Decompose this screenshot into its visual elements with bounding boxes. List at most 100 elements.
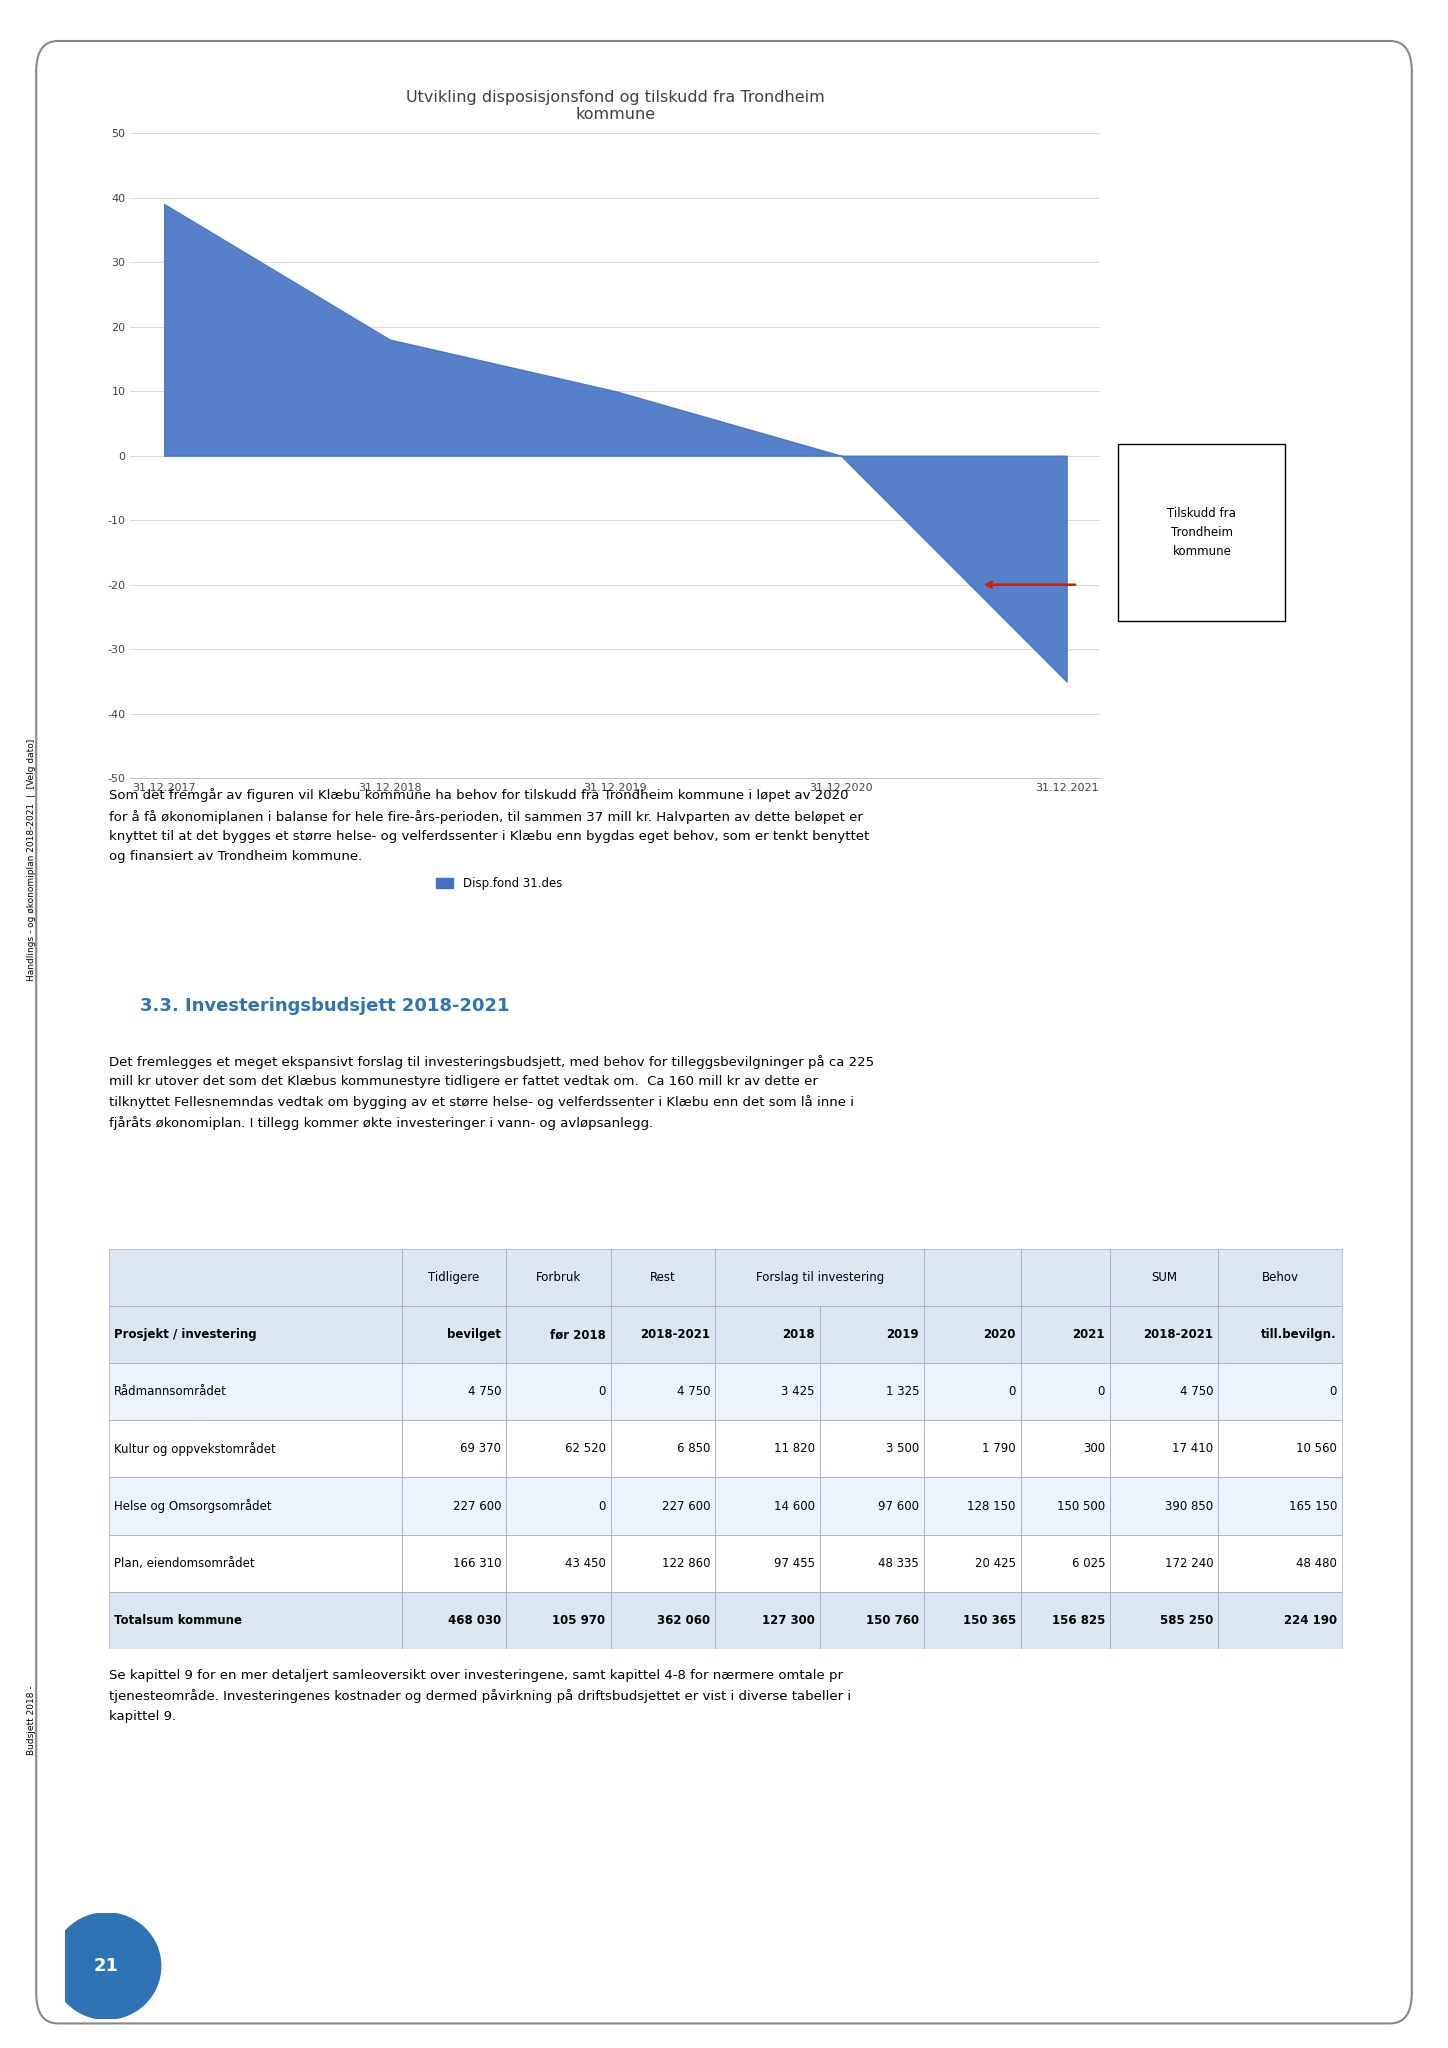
Bar [611, 1249, 715, 1307]
Bar [1218, 1534, 1342, 1591]
Text: Budsjett 2018 -: Budsjett 2018 - [28, 1686, 36, 1755]
Bar [1218, 1421, 1342, 1477]
Bar [1218, 1591, 1342, 1649]
Text: 468 030: 468 030 [447, 1614, 501, 1626]
Bar [1021, 1364, 1111, 1421]
Text: Handlings - og økonomiplan 2018-2021  |  [Velg dato]: Handlings - og økonomiplan 2018-2021 | [… [28, 739, 36, 981]
Bar [507, 1477, 611, 1534]
Bar [924, 1307, 1021, 1364]
Text: 2018: 2018 [782, 1329, 815, 1341]
Bar [1021, 1591, 1111, 1649]
Text: 11 820: 11 820 [773, 1442, 815, 1456]
Bar [401, 1591, 507, 1649]
Bar [1218, 1307, 1342, 1364]
Text: 4 750: 4 750 [1180, 1384, 1213, 1399]
Text: Det fremlegges et meget ekspansivt forslag til investeringsbudsjett, med behov f: Det fremlegges et meget ekspansivt forsl… [109, 1055, 873, 1130]
Bar [109, 1591, 401, 1649]
Text: 10 560: 10 560 [1296, 1442, 1337, 1456]
Bar [1111, 1249, 1218, 1307]
Bar [507, 1534, 611, 1591]
Bar [1021, 1307, 1111, 1364]
Bar [1111, 1249, 1218, 1307]
Bar [924, 1307, 1021, 1364]
Bar [507, 1364, 611, 1421]
Bar [611, 1364, 715, 1421]
Text: till.bevilgn.: till.bevilgn. [1261, 1329, 1337, 1341]
Text: 0: 0 [1008, 1384, 1016, 1399]
Bar [1111, 1421, 1218, 1477]
Bar [924, 1477, 1021, 1534]
Bar [401, 1477, 507, 1534]
Bar [611, 1591, 715, 1649]
Text: 48 480: 48 480 [1296, 1556, 1337, 1569]
Bar [611, 1421, 715, 1477]
Bar [715, 1534, 820, 1591]
Text: 127 300: 127 300 [762, 1614, 815, 1626]
Bar [1111, 1364, 1218, 1421]
Bar [820, 1534, 924, 1591]
Bar [1021, 1477, 1111, 1534]
Bar [1111, 1534, 1218, 1591]
Text: 0: 0 [1329, 1384, 1337, 1399]
Text: Plan, eiendomsområdet: Plan, eiendomsområdet [114, 1556, 255, 1569]
Text: 3 500: 3 500 [886, 1442, 919, 1456]
Bar [1021, 1307, 1111, 1364]
Bar [507, 1249, 611, 1307]
Text: 1 325: 1 325 [886, 1384, 919, 1399]
Bar [401, 1534, 507, 1591]
Bar [1218, 1477, 1342, 1534]
Text: 2018-2021: 2018-2021 [640, 1329, 710, 1341]
Bar [1111, 1477, 1218, 1534]
Text: 62 520: 62 520 [565, 1442, 605, 1456]
Bar [1021, 1249, 1111, 1307]
Bar [1021, 1364, 1111, 1421]
Bar [715, 1249, 924, 1307]
Bar [1021, 1421, 1111, 1477]
Bar [507, 1421, 611, 1477]
Bar [507, 1307, 611, 1364]
Text: Tilskudd fra
Trondheim
kommune: Tilskudd fra Trondheim kommune [1167, 508, 1237, 557]
Bar [1218, 1591, 1342, 1649]
Text: 6 850: 6 850 [676, 1442, 710, 1456]
Text: 300: 300 [1083, 1442, 1105, 1456]
Text: 1 790: 1 790 [982, 1442, 1016, 1456]
Text: SUM: SUM [1151, 1272, 1177, 1284]
Text: 128 150: 128 150 [967, 1499, 1016, 1513]
Text: 362 060: 362 060 [657, 1614, 710, 1626]
Bar [109, 1477, 401, 1534]
Bar [401, 1421, 507, 1477]
Bar [820, 1364, 924, 1421]
Bar [924, 1421, 1021, 1477]
Text: Prosjekt / investering: Prosjekt / investering [114, 1329, 256, 1341]
Text: 585 250: 585 250 [1160, 1614, 1213, 1626]
Text: 2020: 2020 [983, 1329, 1016, 1341]
Text: 14 600: 14 600 [773, 1499, 815, 1513]
Bar [1218, 1364, 1342, 1421]
Text: 97 600: 97 600 [877, 1499, 919, 1513]
Text: Rest: Rest [650, 1272, 676, 1284]
Bar [715, 1421, 820, 1477]
Text: 172 240: 172 240 [1164, 1556, 1213, 1569]
Bar [611, 1591, 715, 1649]
Bar [924, 1477, 1021, 1534]
Bar [401, 1249, 507, 1307]
Bar [715, 1421, 820, 1477]
Bar [1111, 1477, 1218, 1534]
Bar [401, 1249, 507, 1307]
Text: 0: 0 [598, 1384, 605, 1399]
Bar [715, 1364, 820, 1421]
Bar [820, 1591, 924, 1649]
Text: 6 025: 6 025 [1072, 1556, 1105, 1569]
FancyBboxPatch shape [36, 41, 1412, 2023]
Bar [611, 1364, 715, 1421]
Text: 4 750: 4 750 [468, 1384, 501, 1399]
Text: 97 455: 97 455 [773, 1556, 815, 1569]
Bar [715, 1591, 820, 1649]
Bar [1218, 1364, 1342, 1421]
Text: Som det fremgår av figuren vil Klæbu kommune ha behov for tilskudd fra Trondheim: Som det fremgår av figuren vil Klæbu kom… [109, 788, 869, 862]
Bar [1111, 1307, 1218, 1364]
Text: 2018-2021: 2018-2021 [1144, 1329, 1213, 1341]
Text: Forslag til investering: Forslag til investering [756, 1272, 883, 1284]
Bar [401, 1364, 507, 1421]
Bar [109, 1591, 401, 1649]
